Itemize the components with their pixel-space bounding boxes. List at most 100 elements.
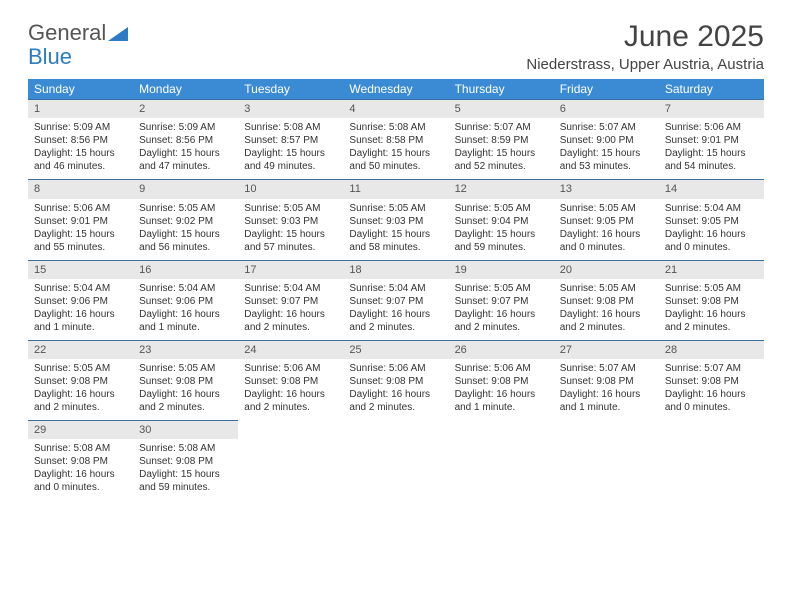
- calendar-cell: 27Sunrise: 5:07 AMSunset: 9:08 PMDayligh…: [554, 340, 659, 420]
- sunset-text: Sunset: 9:05 PM: [560, 215, 653, 228]
- day-number: 11: [343, 179, 448, 198]
- day-number: 8: [28, 179, 133, 198]
- day-body: Sunrise: 5:08 AMSunset: 8:57 PMDaylight:…: [238, 118, 343, 179]
- day-body: Sunrise: 5:05 AMSunset: 9:05 PMDaylight:…: [554, 199, 659, 260]
- sunset-text: Sunset: 9:01 PM: [34, 215, 127, 228]
- day-number: 7: [659, 99, 764, 118]
- daylight-text: Daylight: 15 hours and 49 minutes.: [244, 147, 337, 173]
- day-body: Sunrise: 5:05 AMSunset: 9:04 PMDaylight:…: [449, 199, 554, 260]
- sunset-text: Sunset: 8:57 PM: [244, 134, 337, 147]
- calendar-cell: 8 Sunrise: 5:06 AMSunset: 9:01 PMDaylight…: [28, 179, 133, 259]
- daylight-text: Daylight: 16 hours and 0 minutes.: [560, 228, 653, 254]
- calendar-cell: 11Sunrise: 5:05 AMSunset: 9:03 PMDayligh…: [343, 179, 448, 259]
- day-body: Sunrise: 5:04 AMSunset: 9:06 PMDaylight:…: [28, 279, 133, 340]
- day-body: Sunrise: 5:04 AMSunset: 9:07 PMDaylight:…: [343, 279, 448, 340]
- sunset-text: Sunset: 9:03 PM: [349, 215, 442, 228]
- sunset-text: Sunset: 9:07 PM: [455, 295, 548, 308]
- daylight-text: Daylight: 16 hours and 0 minutes.: [34, 468, 127, 494]
- day-number: 24: [238, 340, 343, 359]
- day-body: Sunrise: 5:05 AMSunset: 9:03 PMDaylight:…: [343, 199, 448, 260]
- daylight-text: Daylight: 16 hours and 0 minutes.: [665, 388, 758, 414]
- calendar-cell: 17Sunrise: 5:04 AMSunset: 9:07 PMDayligh…: [238, 260, 343, 340]
- day-body: Sunrise: 5:05 AMSunset: 9:08 PMDaylight:…: [28, 359, 133, 420]
- sunset-text: Sunset: 9:08 PM: [560, 295, 653, 308]
- daylight-text: Daylight: 15 hours and 56 minutes.: [139, 228, 232, 254]
- sunrise-text: Sunrise: 5:09 AM: [139, 121, 232, 134]
- daylight-text: Daylight: 15 hours and 55 minutes.: [34, 228, 127, 254]
- calendar-cell: 1Sunrise: 5:09 AMSunset: 8:56 PMDaylight…: [28, 99, 133, 179]
- weekday-header: Tuesday: [238, 79, 343, 99]
- calendar-cell: .: [659, 420, 764, 500]
- sunrise-text: Sunrise: 5:04 AM: [349, 282, 442, 295]
- calendar-week-row: 8Sunrise: 5:06 AMSunset: 9:01 PMDaylight…: [28, 179, 764, 259]
- daylight-text: Daylight: 16 hours and 2 minutes.: [349, 388, 442, 414]
- sunset-text: Sunset: 9:07 PM: [349, 295, 442, 308]
- weekday-header: Monday: [133, 79, 238, 99]
- weekday-header-row: Sunday Monday Tuesday Wednesday Thursday…: [28, 79, 764, 99]
- sunset-text: Sunset: 9:08 PM: [139, 375, 232, 388]
- day-body: Sunrise: 5:08 AMSunset: 8:58 PMDaylight:…: [343, 118, 448, 179]
- day-body: Sunrise: 5:09 AMSunset: 8:56 PMDaylight:…: [28, 118, 133, 179]
- daylight-text: Daylight: 16 hours and 2 minutes.: [349, 308, 442, 334]
- calendar-cell: 24Sunrise: 5:06 AMSunset: 9:08 PMDayligh…: [238, 340, 343, 420]
- day-body: Sunrise: 5:06 AMSunset: 9:08 PMDaylight:…: [343, 359, 448, 420]
- calendar-cell: 19Sunrise: 5:05 AMSunset: 9:07 PMDayligh…: [449, 260, 554, 340]
- day-number: 18: [343, 260, 448, 279]
- day-number: 2: [133, 99, 238, 118]
- daylight-text: Daylight: 15 hours and 58 minutes.: [349, 228, 442, 254]
- day-number: 20: [554, 260, 659, 279]
- sunrise-text: Sunrise: 5:08 AM: [139, 442, 232, 455]
- daylight-text: Daylight: 16 hours and 2 minutes.: [665, 308, 758, 334]
- sunset-text: Sunset: 9:08 PM: [244, 375, 337, 388]
- calendar-table: Sunday Monday Tuesday Wednesday Thursday…: [28, 79, 764, 500]
- sunset-text: Sunset: 9:08 PM: [665, 295, 758, 308]
- day-body: Sunrise: 5:07 AMSunset: 9:00 PMDaylight:…: [554, 118, 659, 179]
- header: General June 2025 Niederstrass, Upper Au…: [28, 20, 764, 73]
- day-number: 13: [554, 179, 659, 198]
- day-body: Sunrise: 5:06 AMSunset: 9:01 PMDaylight:…: [659, 118, 764, 179]
- sunset-text: Sunset: 9:06 PM: [139, 295, 232, 308]
- sunrise-text: Sunrise: 5:05 AM: [349, 202, 442, 215]
- calendar-cell: 14Sunrise: 5:04 AMSunset: 9:05 PMDayligh…: [659, 179, 764, 259]
- calendar-cell: 23Sunrise: 5:05 AMSunset: 9:08 PMDayligh…: [133, 340, 238, 420]
- logo: General: [28, 20, 128, 46]
- day-body: Sunrise: 5:05 AMSunset: 9:08 PMDaylight:…: [133, 359, 238, 420]
- day-number: 19: [449, 260, 554, 279]
- sunrise-text: Sunrise: 5:04 AM: [244, 282, 337, 295]
- calendar-cell: 20Sunrise: 5:05 AMSunset: 9:08 PMDayligh…: [554, 260, 659, 340]
- sunset-text: Sunset: 9:04 PM: [455, 215, 548, 228]
- daylight-text: Daylight: 16 hours and 2 minutes.: [244, 388, 337, 414]
- sunrise-text: Sunrise: 5:08 AM: [34, 442, 127, 455]
- sunrise-text: Sunrise: 5:05 AM: [560, 282, 653, 295]
- weekday-header: Saturday: [659, 79, 764, 99]
- daylight-text: Daylight: 16 hours and 2 minutes.: [455, 308, 548, 334]
- calendar-cell: 4Sunrise: 5:08 AMSunset: 8:58 PMDaylight…: [343, 99, 448, 179]
- sunrise-text: Sunrise: 5:04 AM: [139, 282, 232, 295]
- sunrise-text: Sunrise: 5:08 AM: [244, 121, 337, 134]
- weekday-header: Sunday: [28, 79, 133, 99]
- daylight-text: Daylight: 16 hours and 1 minute.: [34, 308, 127, 334]
- sunrise-text: Sunrise: 5:06 AM: [34, 202, 127, 215]
- calendar-cell: 2Sunrise: 5:09 AMSunset: 8:56 PMDaylight…: [133, 99, 238, 179]
- day-body: Sunrise: 5:04 AMSunset: 9:05 PMDaylight:…: [659, 199, 764, 260]
- day-body: Sunrise: 5:08 AMSunset: 9:08 PMDaylight:…: [28, 439, 133, 500]
- calendar-cell: 29Sunrise: 5:08 AMSunset: 9:08 PMDayligh…: [28, 420, 133, 500]
- daylight-text: Daylight: 15 hours and 52 minutes.: [455, 147, 548, 173]
- day-body: Sunrise: 5:04 AMSunset: 9:06 PMDaylight:…: [133, 279, 238, 340]
- calendar-week-row: 29Sunrise: 5:08 AMSunset: 9:08 PMDayligh…: [28, 420, 764, 500]
- day-body: Sunrise: 5:08 AMSunset: 9:08 PMDaylight:…: [133, 439, 238, 500]
- logo-text-general: General: [28, 20, 106, 46]
- day-number: 15: [28, 260, 133, 279]
- sunset-text: Sunset: 9:00 PM: [560, 134, 653, 147]
- day-number: 27: [554, 340, 659, 359]
- day-body: Sunrise: 5:05 AMSunset: 9:07 PMDaylight:…: [449, 279, 554, 340]
- sunrise-text: Sunrise: 5:05 AM: [244, 202, 337, 215]
- sunrise-text: Sunrise: 5:06 AM: [665, 121, 758, 134]
- calendar-cell: 16Sunrise: 5:04 AMSunset: 9:06 PMDayligh…: [133, 260, 238, 340]
- daylight-text: Daylight: 15 hours and 47 minutes.: [139, 147, 232, 173]
- sunrise-text: Sunrise: 5:07 AM: [560, 362, 653, 375]
- calendar-cell: 15Sunrise: 5:04 AMSunset: 9:06 PMDayligh…: [28, 260, 133, 340]
- day-body: Sunrise: 5:06 AMSunset: 9:08 PMDaylight:…: [449, 359, 554, 420]
- calendar-cell: 5Sunrise: 5:07 AMSunset: 8:59 PMDaylight…: [449, 99, 554, 179]
- day-body: Sunrise: 5:06 AMSunset: 9:08 PMDaylight:…: [238, 359, 343, 420]
